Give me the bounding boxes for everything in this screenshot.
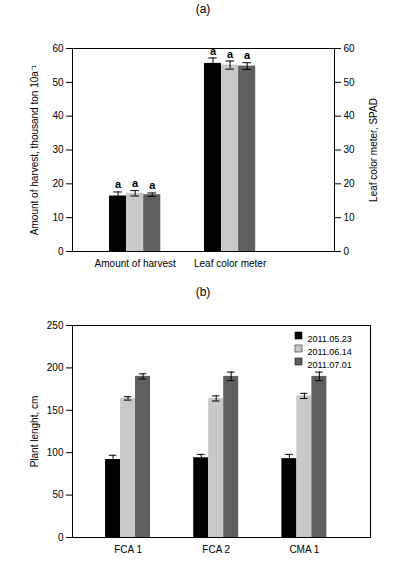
svg-text:40: 40 xyxy=(344,110,356,121)
svg-text:50: 50 xyxy=(52,489,64,500)
svg-text:40: 40 xyxy=(52,110,64,121)
svg-text:60: 60 xyxy=(344,43,356,54)
svg-text:10: 10 xyxy=(52,212,64,223)
svg-text:2011.05.23: 2011.05.23 xyxy=(308,334,352,344)
svg-text:a: a xyxy=(244,49,251,61)
svg-text:Leaf color meter: Leaf color meter xyxy=(194,258,267,269)
svg-text:2011.06.14: 2011.06.14 xyxy=(308,347,352,357)
svg-text:a: a xyxy=(149,179,156,191)
html-text:(a): (a) xyxy=(195,2,211,16)
svg-text:60: 60 xyxy=(52,43,64,54)
svg-text:250: 250 xyxy=(47,320,64,331)
html-text:(b): (b) xyxy=(195,285,211,299)
svg-text:30: 30 xyxy=(344,144,356,155)
svg-text:30: 30 xyxy=(52,144,64,155)
svg-text:FCA 2: FCA 2 xyxy=(202,544,230,555)
svg-text:10: 10 xyxy=(344,212,356,223)
svg-text:Plant lenght, cm: Plant lenght, cm xyxy=(29,396,40,468)
svg-text:20: 20 xyxy=(344,178,356,189)
svg-text:20: 20 xyxy=(52,178,64,189)
svg-text:0: 0 xyxy=(58,246,64,257)
svg-text:CMA 1: CMA 1 xyxy=(289,544,319,555)
svg-text:FCA 1: FCA 1 xyxy=(114,544,142,555)
svg-text:Amount of harvest, thousand to: Amount of harvest, thousand ton 10a⁻¹ xyxy=(29,64,40,235)
svg-text:a: a xyxy=(132,177,139,189)
svg-text:a: a xyxy=(227,48,234,60)
svg-text:100: 100 xyxy=(47,447,64,458)
svg-text:50: 50 xyxy=(344,77,356,88)
svg-text:0: 0 xyxy=(58,532,64,543)
svg-text:a: a xyxy=(115,178,122,190)
svg-text:a: a xyxy=(210,44,217,56)
svg-text:50: 50 xyxy=(52,77,64,88)
svg-text:200: 200 xyxy=(47,362,64,373)
svg-text:0: 0 xyxy=(344,246,350,257)
svg-text:Amount of harvest: Amount of harvest xyxy=(95,258,176,269)
svg-text:Leaf color meter, SPAD: Leaf color meter, SPAD xyxy=(368,98,379,202)
svg-text:150: 150 xyxy=(47,405,64,416)
svg-text:2011.07.01: 2011.07.01 xyxy=(308,360,352,370)
